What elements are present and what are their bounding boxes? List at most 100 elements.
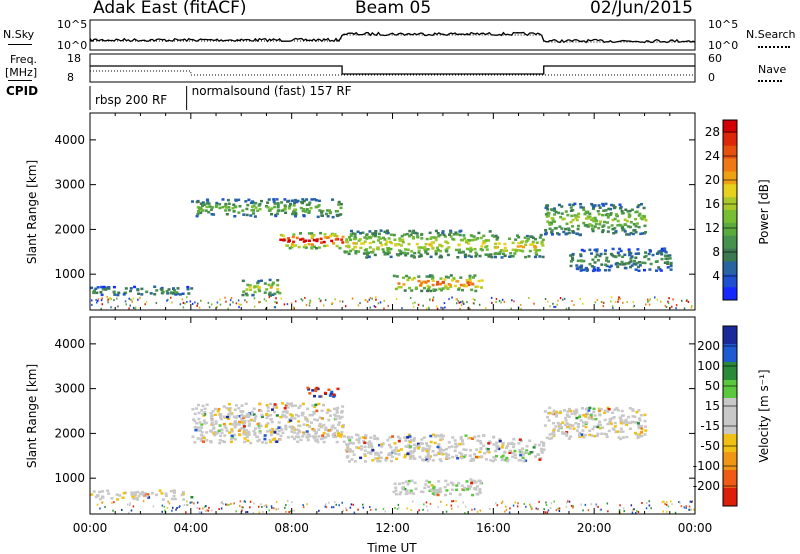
echo-cell xyxy=(620,419,624,423)
echo-cell xyxy=(300,414,304,417)
echo-cell xyxy=(635,420,639,424)
echo-cell xyxy=(474,488,478,491)
echo-cell xyxy=(455,248,458,252)
echo-cell xyxy=(546,204,550,207)
echo-cell xyxy=(627,215,631,219)
echo-cell xyxy=(253,297,256,300)
echo-cell xyxy=(348,447,351,451)
echo-cell xyxy=(229,413,233,416)
echo-cell xyxy=(140,293,144,296)
echo-cell xyxy=(340,238,344,241)
echo-cell xyxy=(546,511,549,514)
colorbar-tick-label: -200 xyxy=(693,479,720,493)
echo-cell xyxy=(373,234,377,238)
echo-cell xyxy=(258,301,260,304)
echo-cell xyxy=(459,276,463,279)
echo-cell xyxy=(227,415,231,419)
echo-cell xyxy=(509,442,513,445)
echo-cell xyxy=(648,303,651,306)
echo-cell xyxy=(629,260,633,263)
echo-cell xyxy=(231,423,235,426)
echo-cell xyxy=(643,413,647,417)
echo-cell xyxy=(350,436,354,439)
echo-cell xyxy=(643,425,647,428)
echo-cell xyxy=(621,414,625,417)
echo-cell xyxy=(304,239,308,242)
echo-cell xyxy=(294,212,298,216)
echo-cell xyxy=(259,409,263,413)
echo-cell xyxy=(117,305,119,308)
echo-cell xyxy=(428,274,432,277)
echo-cell xyxy=(128,511,130,514)
echo-cell xyxy=(355,438,359,441)
echo-cell xyxy=(209,429,213,432)
echo-cell xyxy=(457,286,461,290)
echo-cell xyxy=(685,299,688,302)
echo-cell xyxy=(318,416,322,419)
echo-cell xyxy=(523,236,527,239)
echo-cell xyxy=(648,500,650,503)
echo-cell xyxy=(207,509,210,512)
echo-cell xyxy=(495,441,499,444)
echo-cell xyxy=(369,452,373,455)
echo-cell xyxy=(649,298,651,301)
echo-cell xyxy=(203,407,207,411)
echo-cell xyxy=(464,512,466,514)
echo-cell xyxy=(227,208,231,212)
echo-cell xyxy=(271,427,274,431)
echo-cell xyxy=(350,229,353,233)
echo-cell xyxy=(590,218,594,221)
echo-cell xyxy=(290,430,294,433)
echo-cell xyxy=(415,242,419,246)
colorbar-swatch xyxy=(723,398,737,417)
echo-cell xyxy=(213,430,217,434)
echo-cell xyxy=(642,206,646,210)
echo-cell xyxy=(383,253,387,256)
echo-cell xyxy=(455,444,459,448)
echo-cell xyxy=(438,244,442,247)
echo-cell xyxy=(567,415,571,418)
echo-cell xyxy=(205,198,209,202)
echo-cell xyxy=(329,414,332,417)
echo-cell xyxy=(319,237,323,241)
echo-cell xyxy=(265,205,268,208)
echo-cell xyxy=(101,501,104,504)
echo-cell xyxy=(145,495,149,498)
echo-cell xyxy=(247,433,251,436)
x-tick-label: 00:00 xyxy=(73,521,108,535)
echo-cell xyxy=(297,406,301,410)
echo-cell xyxy=(107,286,111,289)
echo-cell xyxy=(307,239,311,242)
echo-cell xyxy=(563,409,566,412)
echo-cell xyxy=(428,457,432,461)
echo-cell xyxy=(266,422,270,425)
echo-cell xyxy=(132,297,135,300)
echo-cell xyxy=(476,237,480,240)
echo-cell xyxy=(285,504,287,507)
echo-cell xyxy=(281,402,284,405)
echo-cell xyxy=(240,427,244,430)
echo-cell xyxy=(224,426,228,430)
echo-cell xyxy=(404,480,408,483)
echo-cell xyxy=(438,435,442,438)
echo-cell xyxy=(464,454,468,457)
echo-cell xyxy=(292,233,296,236)
echo-cell xyxy=(500,446,504,449)
echo-cell xyxy=(628,225,632,229)
echo-cell xyxy=(462,455,466,459)
echo-cell xyxy=(150,492,154,495)
echo-cell xyxy=(571,230,575,233)
echo-cell xyxy=(593,434,597,438)
echo-cell xyxy=(201,209,205,212)
echo-cell xyxy=(601,213,605,217)
echo-cell xyxy=(351,450,355,453)
echo-cell xyxy=(447,246,451,249)
echo-cell xyxy=(186,300,188,303)
echo-cell xyxy=(273,431,277,434)
echo-cell xyxy=(186,285,190,289)
echo-cell xyxy=(387,247,391,250)
echo-cell xyxy=(386,252,390,256)
echo-cell xyxy=(257,287,261,291)
echo-cell xyxy=(429,255,433,259)
